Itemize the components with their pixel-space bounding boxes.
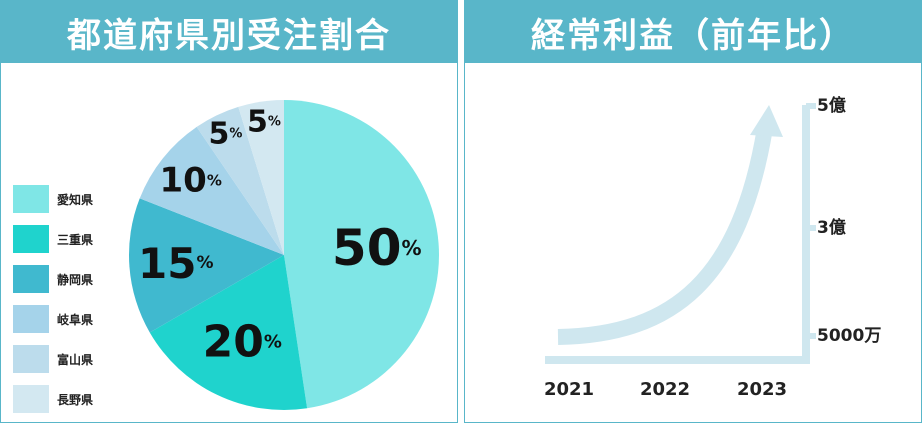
pie-slice: [238, 100, 284, 255]
pie-slice-label: 50%: [332, 219, 422, 277]
legend-item: 愛知県: [13, 179, 93, 219]
legend-label: 岐阜県: [57, 312, 94, 327]
pie-slice-label: 10%: [160, 161, 222, 201]
legend-label: 富山県: [57, 352, 94, 367]
profit-panel-title: 経常利益（前年比）: [465, 1, 921, 63]
legend-label: 長野県: [57, 392, 94, 407]
x-tick-label: 2021: [544, 379, 594, 400]
x-tick-label: 2022: [640, 379, 690, 400]
legend-label: 愛知県: [57, 192, 94, 207]
pie-chart: 50% 20% 15% 10% 5% 5%: [129, 100, 439, 410]
legend-swatch: [13, 225, 49, 253]
profit-chart: 5000万 3億 5億 2021 2022 2023: [544, 95, 881, 400]
pie-slice: [284, 100, 439, 409]
y-tick-label: 5000万: [817, 326, 881, 346]
y-tick-label: 5億: [817, 95, 846, 116]
legend-swatch: [13, 345, 49, 373]
trend-arrowhead: [750, 105, 783, 137]
pie-slice: [129, 198, 284, 333]
pie-slice: [139, 126, 284, 256]
x-tick-label: 2023: [737, 379, 787, 400]
pie-panel-title: 都道府県別受注割合: [1, 1, 457, 63]
profit-panel: 経常利益（前年比） 5000万 3億 5億 2021 2022 2023: [464, 0, 922, 423]
legend-item: 岐阜県: [13, 299, 93, 339]
y-tick-label: 3億: [817, 217, 846, 238]
legend-item: 静岡県: [13, 259, 93, 299]
legend-swatch: [13, 305, 49, 333]
legend-label: 静岡県: [57, 272, 94, 287]
legend-swatch: [13, 185, 49, 213]
legend-swatch: [13, 385, 49, 413]
legend-item: 三重県: [13, 219, 93, 259]
trend-line: [557, 126, 773, 345]
pie-slice-label: 20%: [203, 316, 282, 367]
pie-legend: 愛知県 三重県 静岡県 岐阜県 富山県 長野県: [13, 179, 93, 419]
pie-slice: [196, 106, 284, 255]
pie-slice: [149, 255, 308, 410]
legend-label: 三重県: [57, 232, 94, 247]
legend-swatch: [13, 265, 49, 293]
pie-slice-label: 5%: [209, 116, 243, 151]
pie-slice-label: 15%: [138, 239, 214, 288]
legend-item: 富山県: [13, 339, 93, 379]
pie-panel: 都道府県別受注割合 50% 20% 15% 10% 5% 5% 愛知県 三重県 静岡県 岐…: [0, 0, 458, 423]
pie-slice-label: 5%: [247, 104, 281, 139]
legend-item: 長野県: [13, 379, 93, 419]
